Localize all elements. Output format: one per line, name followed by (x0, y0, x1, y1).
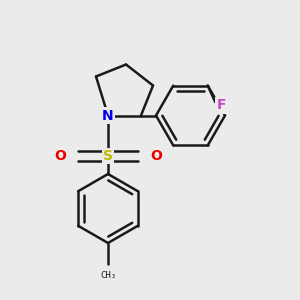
Text: N: N (102, 109, 114, 122)
Text: F: F (217, 98, 226, 112)
Text: O: O (54, 149, 66, 163)
Text: O: O (150, 149, 162, 163)
Text: CH₃: CH₃ (100, 272, 116, 280)
Text: S: S (103, 149, 113, 163)
